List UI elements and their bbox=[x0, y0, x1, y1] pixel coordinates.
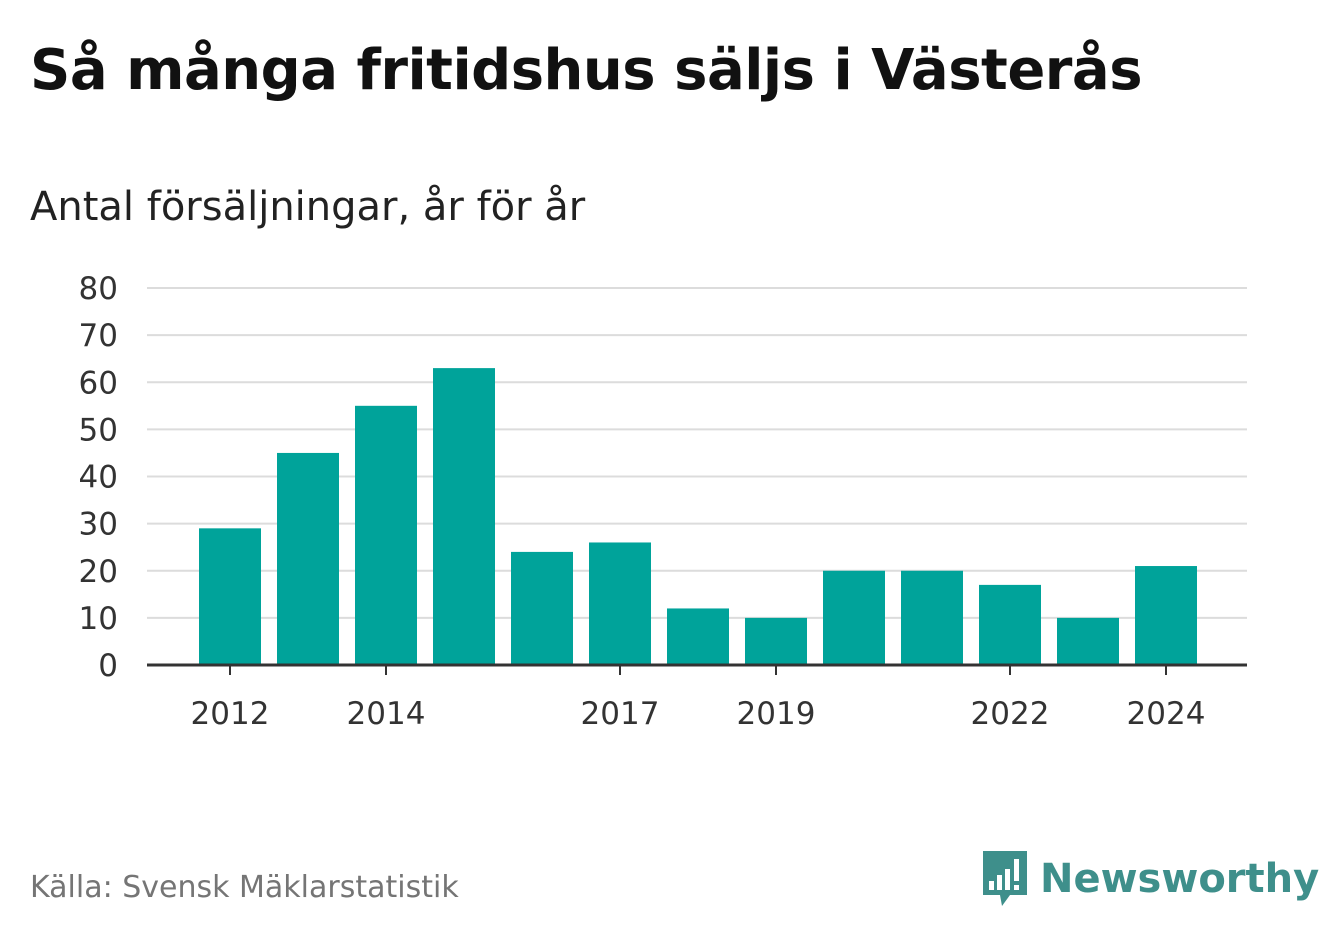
source-note: Källa: Svensk Mäklarstatistik bbox=[30, 870, 459, 905]
x-tick-label-2012: 2012 bbox=[191, 696, 270, 732]
bar-2015 bbox=[433, 368, 495, 665]
bar-2020 bbox=[823, 570, 885, 665]
newsworthy-logo-icon bbox=[983, 851, 1027, 906]
y-tick-label-0: 0 bbox=[98, 648, 118, 684]
x-tick-label-2019: 2019 bbox=[737, 696, 816, 732]
y-tick-label-40: 40 bbox=[79, 460, 118, 496]
axis-layer: 0 10 20 30 40 50 60 70 80 2012 2014 2017 2019 2022 202… bbox=[79, 271, 1247, 732]
y-tick-label-70: 70 bbox=[79, 318, 118, 354]
bar-2024 bbox=[1135, 566, 1197, 665]
bar-2012 bbox=[199, 528, 261, 665]
bar-2019 bbox=[745, 617, 807, 665]
y-tick-label-30: 30 bbox=[79, 507, 118, 543]
x-tick-label-2022: 2022 bbox=[971, 696, 1050, 732]
grid-layer bbox=[147, 287, 1247, 619]
bar-2022 bbox=[979, 584, 1041, 665]
x-tick-label-2014: 2014 bbox=[347, 696, 426, 732]
y-tick-label-80: 80 bbox=[79, 271, 118, 307]
bar-2021 bbox=[901, 570, 963, 665]
bar-layer bbox=[199, 368, 1197, 665]
y-tick-label-50: 50 bbox=[79, 412, 118, 448]
x-tick-label-2024: 2024 bbox=[1127, 696, 1206, 732]
brand-logo: Newsworthy bbox=[980, 848, 1319, 910]
bar-2017 bbox=[589, 542, 651, 665]
bar-2013 bbox=[277, 452, 339, 665]
y-tick-label-60: 60 bbox=[79, 365, 118, 401]
y-tick-label-10: 10 bbox=[79, 601, 118, 637]
bar-2014 bbox=[355, 405, 417, 665]
y-tick-label-20: 20 bbox=[79, 554, 118, 590]
bar-2018 bbox=[667, 608, 729, 665]
brand-name: Newsworthy bbox=[1040, 856, 1320, 902]
x-tick-label-2017: 2017 bbox=[581, 696, 660, 732]
chart-subtitle: Antal försäljningar, år för år bbox=[30, 184, 586, 230]
bar-2023 bbox=[1057, 617, 1119, 665]
bar-2016 bbox=[511, 551, 573, 665]
chart-title: Så många fritidshus säljs i Västerås bbox=[30, 38, 1143, 103]
